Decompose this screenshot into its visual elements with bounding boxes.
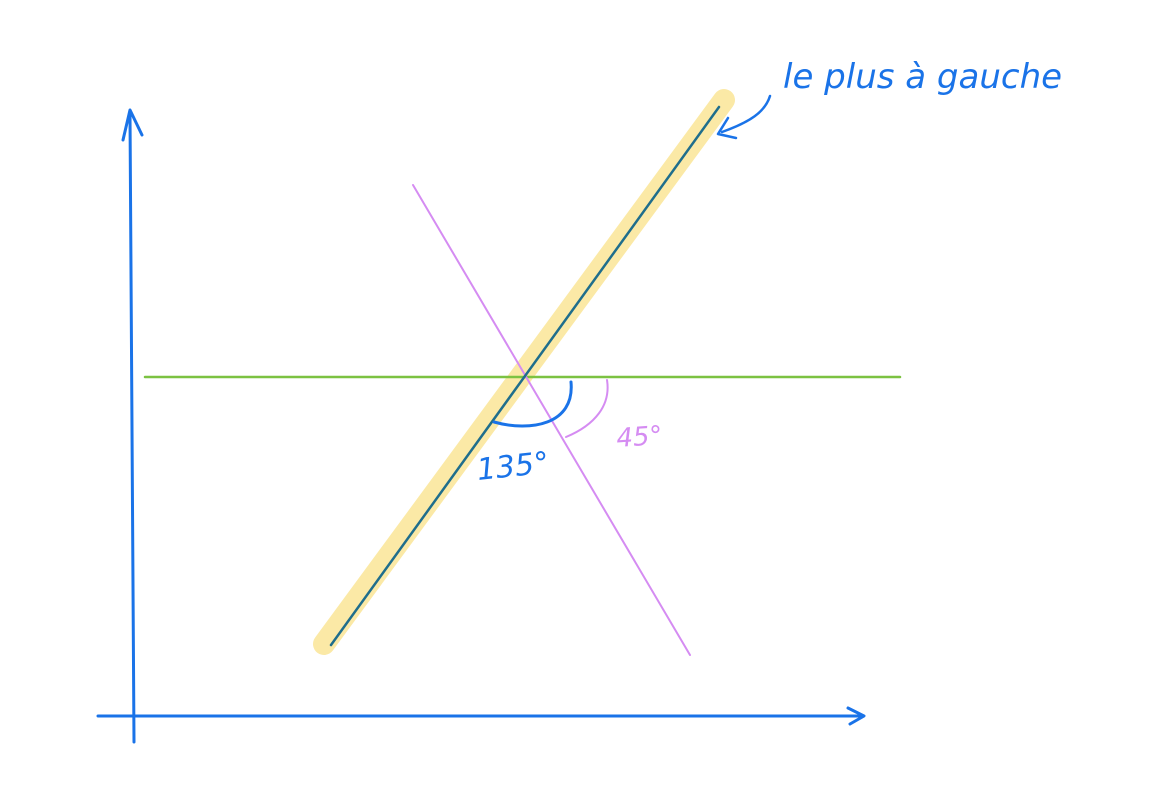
- annotation-text: le plus à gauche: [783, 57, 1062, 97]
- axes: [96, 108, 866, 744]
- leftmost-line: [329, 105, 721, 647]
- y-axis-arrowhead: [121, 108, 144, 142]
- obtuse-angle-arc: [492, 380, 573, 428]
- annotation-arrowhead: [716, 116, 738, 140]
- acute-angle-label: 45°: [615, 421, 663, 454]
- obtuse-angle-label: 135°: [475, 446, 551, 488]
- annotation-arrow: [720, 94, 772, 134]
- acute-angle-arc: [565, 379, 609, 438]
- y-axis: [128, 113, 136, 744]
- x-axis-arrowhead: [846, 706, 866, 726]
